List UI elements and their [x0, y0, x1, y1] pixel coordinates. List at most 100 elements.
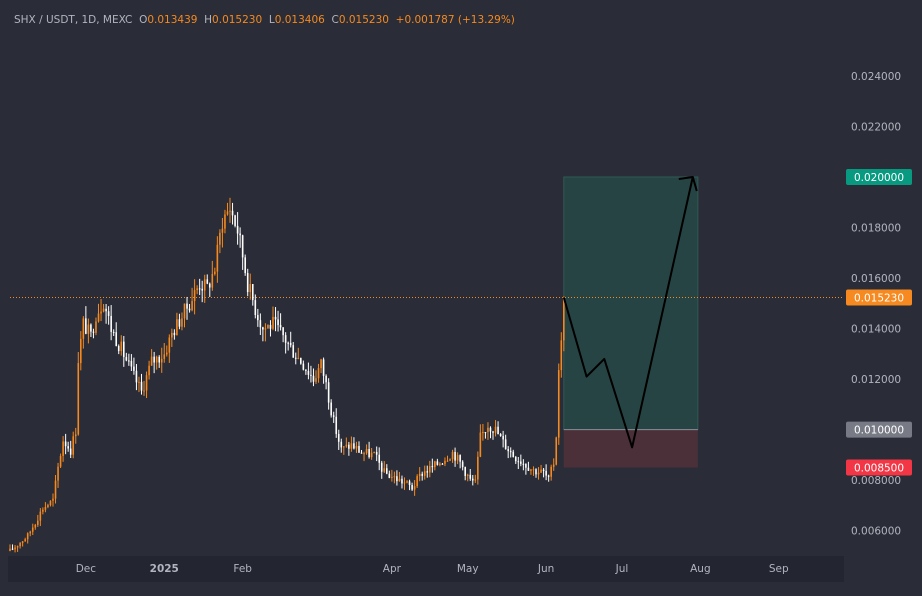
candle-up	[320, 358, 322, 374]
time-tick-label: Feb	[233, 563, 252, 575]
candle-up	[456, 452, 459, 465]
candle-up	[150, 349, 153, 366]
candle-down	[307, 362, 310, 380]
candle-up	[163, 343, 166, 363]
candle-body	[176, 319, 178, 336]
candle-body	[335, 416, 338, 434]
candle-down	[547, 474, 550, 482]
candle-body	[418, 473, 421, 477]
candle-body	[464, 467, 466, 476]
candle-body	[436, 461, 439, 465]
candle-down	[128, 353, 130, 366]
price-badge: 0.015230	[846, 289, 912, 306]
candle-body	[368, 448, 370, 458]
candle-down	[122, 335, 125, 367]
candle-up	[224, 209, 226, 234]
candle-body	[67, 446, 69, 449]
symbol-label[interactable]: SHX / USDT, 1D, MEXC	[14, 14, 133, 26]
candle-up	[77, 352, 80, 436]
candle-body	[370, 452, 373, 458]
candle-down	[340, 438, 343, 453]
candle-up	[72, 431, 75, 459]
candle-up	[370, 447, 373, 460]
candle-up	[449, 458, 451, 462]
candle-body	[350, 443, 353, 449]
candle-body	[550, 466, 552, 477]
candle-body	[547, 475, 550, 477]
candle-up	[168, 334, 171, 363]
candle-up	[155, 355, 158, 370]
candle-down	[206, 274, 209, 285]
candle-body	[388, 473, 391, 478]
candle-down	[527, 461, 530, 471]
candle-body	[173, 332, 176, 336]
candle-up	[95, 317, 97, 336]
candle-down	[436, 458, 439, 466]
candle-body	[446, 460, 449, 462]
candle-body	[239, 233, 241, 236]
candle-up	[183, 303, 186, 328]
price-tick-label: 0.016000	[851, 273, 901, 285]
candle-up	[563, 296, 565, 352]
candle-down	[282, 327, 284, 343]
candle-body	[191, 301, 193, 311]
candle-body	[477, 456, 479, 480]
candle-body	[105, 308, 107, 312]
candle-down	[535, 468, 537, 478]
candle-body	[530, 469, 532, 471]
candle-down	[454, 447, 456, 467]
candle-up	[439, 462, 441, 467]
candle-body	[297, 357, 300, 359]
candle-body	[289, 343, 292, 346]
candle-down	[459, 454, 461, 469]
candle-body	[168, 337, 171, 353]
candle-body	[31, 527, 34, 532]
candle-body	[386, 468, 388, 474]
candle-down	[241, 234, 244, 270]
candle-body	[178, 319, 181, 327]
candle-down	[188, 303, 191, 313]
candle-down	[125, 352, 128, 362]
candle-body	[426, 471, 429, 473]
candle-up	[345, 437, 348, 448]
candle-up	[193, 279, 196, 315]
candle-body	[416, 476, 418, 487]
candle-body	[274, 316, 277, 320]
candle-body	[492, 431, 494, 433]
high-label: H	[204, 14, 213, 26]
candle-up	[350, 436, 353, 452]
candle-body	[138, 381, 140, 383]
candle-body	[171, 332, 173, 338]
candle-body	[42, 509, 44, 512]
candle-up	[315, 370, 317, 384]
candle-up	[406, 480, 408, 484]
candle-up	[97, 303, 100, 323]
candle-body	[110, 315, 112, 332]
candle-up	[479, 424, 482, 458]
candle-down	[325, 374, 327, 390]
candle-up	[80, 331, 82, 371]
candle-body	[158, 356, 161, 363]
candle-down	[426, 465, 429, 478]
candle-body	[337, 433, 340, 442]
time-tick-label: Jun	[537, 563, 554, 575]
candle-up	[482, 423, 484, 441]
candle-body	[413, 486, 416, 490]
candle-body	[461, 461, 464, 468]
candle-up	[24, 537, 26, 542]
candle-down	[335, 408, 338, 438]
candle-body	[183, 303, 186, 319]
candle-down	[279, 313, 282, 331]
candle-body	[484, 432, 487, 434]
candle-body	[26, 533, 29, 540]
price-badge-background	[846, 289, 912, 306]
candle-down	[107, 306, 110, 325]
stop-zone	[563, 429, 698, 468]
candle-body	[257, 314, 259, 321]
candle-up	[34, 523, 37, 530]
candle-down	[135, 363, 138, 391]
candle-down	[368, 441, 370, 459]
candle-body	[115, 332, 118, 347]
